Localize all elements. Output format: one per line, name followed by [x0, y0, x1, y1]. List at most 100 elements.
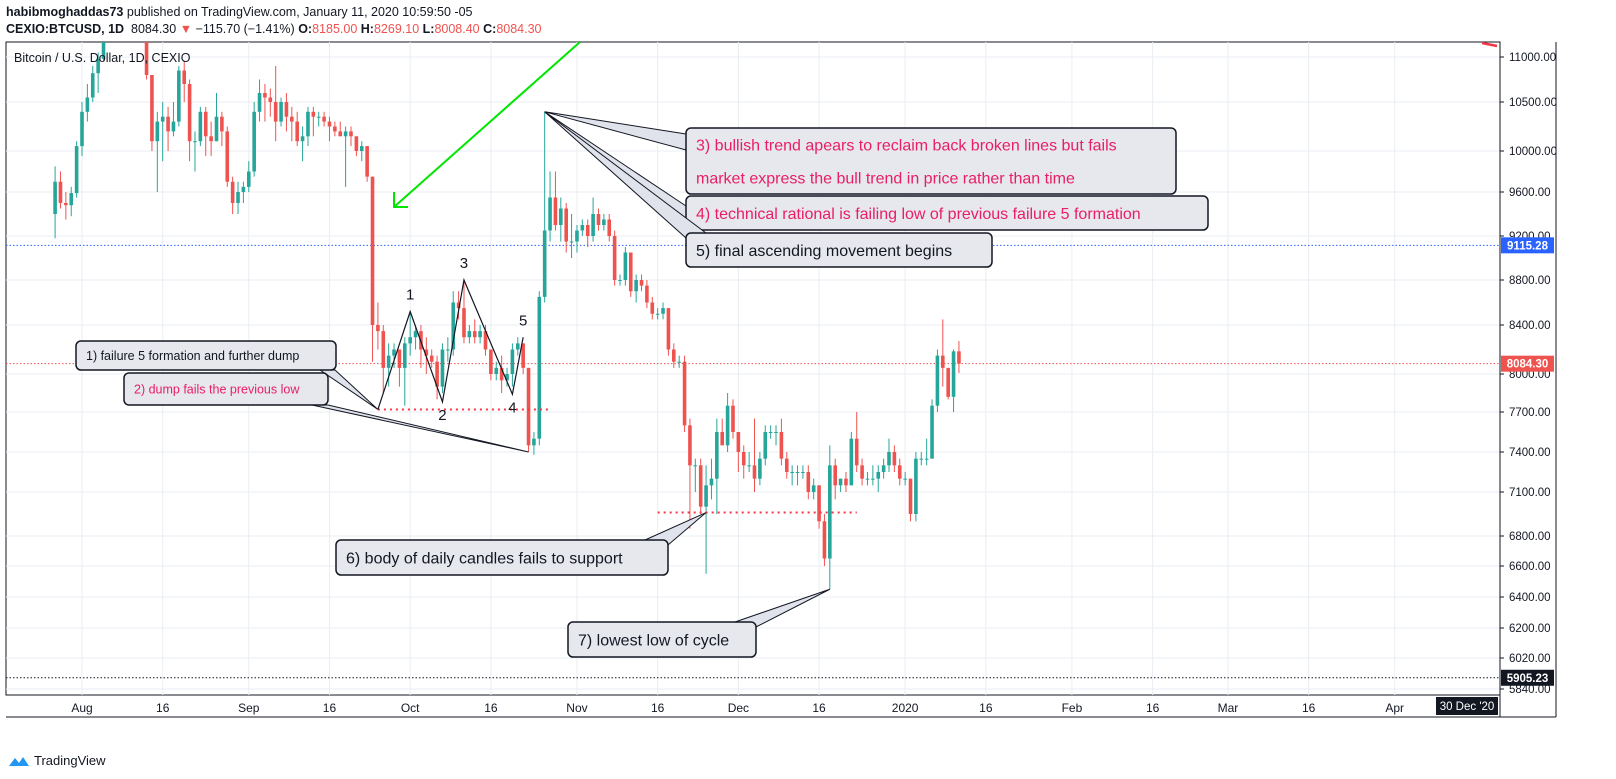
candle-body	[822, 521, 827, 559]
candle	[957, 341, 961, 373]
candle	[930, 399, 934, 459]
candle	[440, 343, 445, 393]
candle	[935, 349, 940, 412]
candle-body	[134, 8, 138, 22]
tradingview-footer[interactable]: TradingView	[8, 753, 106, 768]
callout-box	[685, 127, 1177, 195]
candle	[74, 141, 79, 198]
annotation-a2: 2) dump fails the previous low	[123, 372, 529, 453]
candle	[828, 445, 832, 590]
price-label-text: 9115.28	[1507, 240, 1549, 252]
candle-body	[483, 331, 488, 350]
candle-body	[747, 465, 751, 467]
candle	[596, 208, 601, 231]
candle-body	[564, 208, 568, 242]
author-name[interactable]: habibmoghaddas73	[6, 5, 124, 19]
candle-body	[591, 214, 595, 236]
candle	[795, 465, 800, 486]
x-tick-label: 2020	[892, 701, 919, 715]
candle-body	[811, 485, 816, 492]
candle-body	[634, 280, 638, 292]
candle-body	[354, 136, 359, 151]
candle-body	[645, 285, 649, 303]
candle-body	[489, 349, 493, 374]
candle	[327, 116, 332, 142]
date-label-text: 30 Dec '20	[1440, 701, 1495, 713]
candle	[306, 106, 310, 147]
candle	[494, 361, 499, 381]
candle	[236, 181, 240, 214]
candle	[58, 171, 63, 209]
symbol-label[interactable]: CEXIO:BTCUSD, 1D	[6, 22, 125, 36]
candle-body	[871, 478, 875, 480]
candle-body	[263, 93, 267, 98]
callout-box	[335, 539, 669, 576]
candle	[758, 452, 762, 486]
candle-body	[585, 225, 590, 236]
price-label-bg	[1501, 669, 1554, 686]
candle	[85, 84, 90, 122]
candle-body	[935, 355, 940, 406]
annotation-a5: 5) final ascending movement begins	[544, 111, 993, 268]
candle-body	[370, 176, 375, 325]
date-label: 30 Dec '20	[1436, 697, 1498, 715]
candle	[811, 478, 816, 500]
candle-body	[559, 208, 563, 225]
candle-body	[467, 331, 472, 338]
candle	[134, 3, 138, 35]
candle	[408, 313, 412, 356]
candle	[397, 349, 402, 387]
candle-body	[736, 432, 741, 452]
candle	[623, 247, 628, 286]
candle	[69, 186, 74, 217]
y-tick-label: 8000.00	[1509, 369, 1551, 381]
candle	[871, 465, 875, 486]
candle-body	[903, 478, 907, 480]
candle-body	[338, 131, 343, 137]
candle	[160, 102, 165, 162]
candle-body	[225, 131, 230, 182]
candle-body	[715, 432, 719, 479]
candle-body	[220, 116, 224, 132]
x-tick-label: Sep	[238, 701, 260, 715]
candle-body	[914, 458, 918, 514]
candle-body	[892, 452, 897, 466]
candle	[876, 465, 881, 492]
candle-body	[214, 116, 219, 142]
candle	[96, 52, 100, 93]
wave-label: 2	[438, 407, 446, 424]
candle-body	[107, 0, 111, 21]
candle-body	[607, 219, 612, 236]
y-tick-label: 7700.00	[1509, 407, 1551, 419]
candle	[704, 465, 708, 574]
candle	[666, 308, 671, 356]
x-tick-label: 16	[651, 701, 665, 715]
candle-body	[946, 367, 950, 397]
candle	[838, 478, 843, 492]
candle	[187, 79, 192, 162]
candle-body	[101, 42, 106, 59]
candle-body	[257, 93, 262, 112]
candle-body	[887, 452, 891, 466]
candle-body	[790, 472, 794, 473]
candle	[790, 465, 794, 486]
publisher-line: habibmoghaddas73 published on TradingVie…	[6, 5, 473, 19]
x-tick-label: Oct	[401, 701, 420, 715]
candle-body	[349, 131, 353, 137]
x-tick-label: 16	[812, 701, 826, 715]
candle-body	[413, 331, 418, 338]
candle-body	[817, 485, 821, 522]
candle-body	[672, 349, 676, 362]
candle-body	[241, 186, 246, 192]
candle	[403, 337, 407, 406]
candle	[768, 425, 773, 439]
candle-body	[897, 465, 902, 479]
candle-body	[472, 331, 477, 338]
candle-body	[795, 472, 800, 473]
candle	[381, 325, 386, 393]
candle	[672, 343, 676, 368]
candle-body	[709, 478, 714, 486]
down-arrow-icon: ▼	[179, 22, 193, 36]
green-arrow-head	[393, 192, 408, 208]
